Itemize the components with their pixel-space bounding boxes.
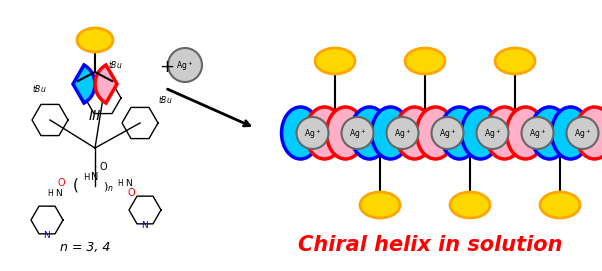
Circle shape [521, 117, 553, 149]
Ellipse shape [485, 107, 524, 159]
Text: H: H [47, 189, 53, 198]
Wedge shape [73, 65, 95, 103]
Text: N: N [125, 179, 132, 188]
Text: Ag$^+$: Ag$^+$ [529, 127, 546, 141]
Ellipse shape [417, 107, 455, 159]
Text: Ag$^+$: Ag$^+$ [394, 127, 411, 141]
Text: $t$Bu: $t$Bu [158, 94, 173, 105]
Text: Ag$^+$: Ag$^+$ [176, 59, 194, 73]
Ellipse shape [462, 107, 500, 159]
Text: N: N [91, 172, 98, 182]
Text: O: O [57, 178, 64, 188]
Text: N: N [55, 189, 62, 198]
Text: +: + [160, 58, 175, 76]
Circle shape [386, 117, 418, 149]
Ellipse shape [305, 107, 344, 159]
Ellipse shape [282, 107, 320, 159]
Ellipse shape [506, 107, 544, 159]
Ellipse shape [576, 107, 602, 159]
Text: N: N [43, 231, 50, 240]
Text: H: H [117, 179, 123, 188]
Ellipse shape [326, 107, 364, 159]
Circle shape [168, 48, 202, 82]
Text: Ag$^+$: Ag$^+$ [349, 127, 366, 141]
Text: $)_n$: $)_n$ [103, 180, 114, 194]
Text: H: H [83, 173, 89, 182]
Ellipse shape [350, 107, 388, 159]
Ellipse shape [77, 28, 113, 52]
Text: n = 3, 4: n = 3, 4 [60, 241, 110, 254]
Text: Ag$^+$: Ag$^+$ [574, 127, 591, 141]
Ellipse shape [371, 107, 409, 159]
Text: O: O [99, 162, 107, 172]
Text: (: ( [73, 178, 79, 193]
Text: O: O [127, 188, 135, 198]
Ellipse shape [360, 192, 400, 218]
Text: Ag$^+$: Ag$^+$ [484, 127, 501, 141]
Text: Chiral helix in solution: Chiral helix in solution [298, 235, 562, 255]
Circle shape [297, 117, 329, 149]
Circle shape [341, 117, 373, 149]
Ellipse shape [530, 107, 568, 159]
Text: N: N [141, 221, 147, 230]
Ellipse shape [540, 192, 580, 218]
Text: $t$Bu: $t$Bu [108, 59, 123, 70]
Ellipse shape [396, 107, 433, 159]
Ellipse shape [495, 48, 535, 74]
Text: Ag$^+$: Ag$^+$ [439, 127, 456, 141]
Text: $t$Bu: $t$Bu [32, 83, 47, 94]
Ellipse shape [551, 107, 589, 159]
Wedge shape [95, 65, 117, 103]
Ellipse shape [315, 48, 355, 74]
Ellipse shape [405, 48, 445, 74]
Text: Ag$^+$: Ag$^+$ [304, 127, 321, 141]
Ellipse shape [450, 192, 490, 218]
Text: III: III [89, 109, 101, 123]
Circle shape [432, 117, 464, 149]
Ellipse shape [441, 107, 479, 159]
Circle shape [477, 117, 509, 149]
Circle shape [566, 117, 598, 149]
